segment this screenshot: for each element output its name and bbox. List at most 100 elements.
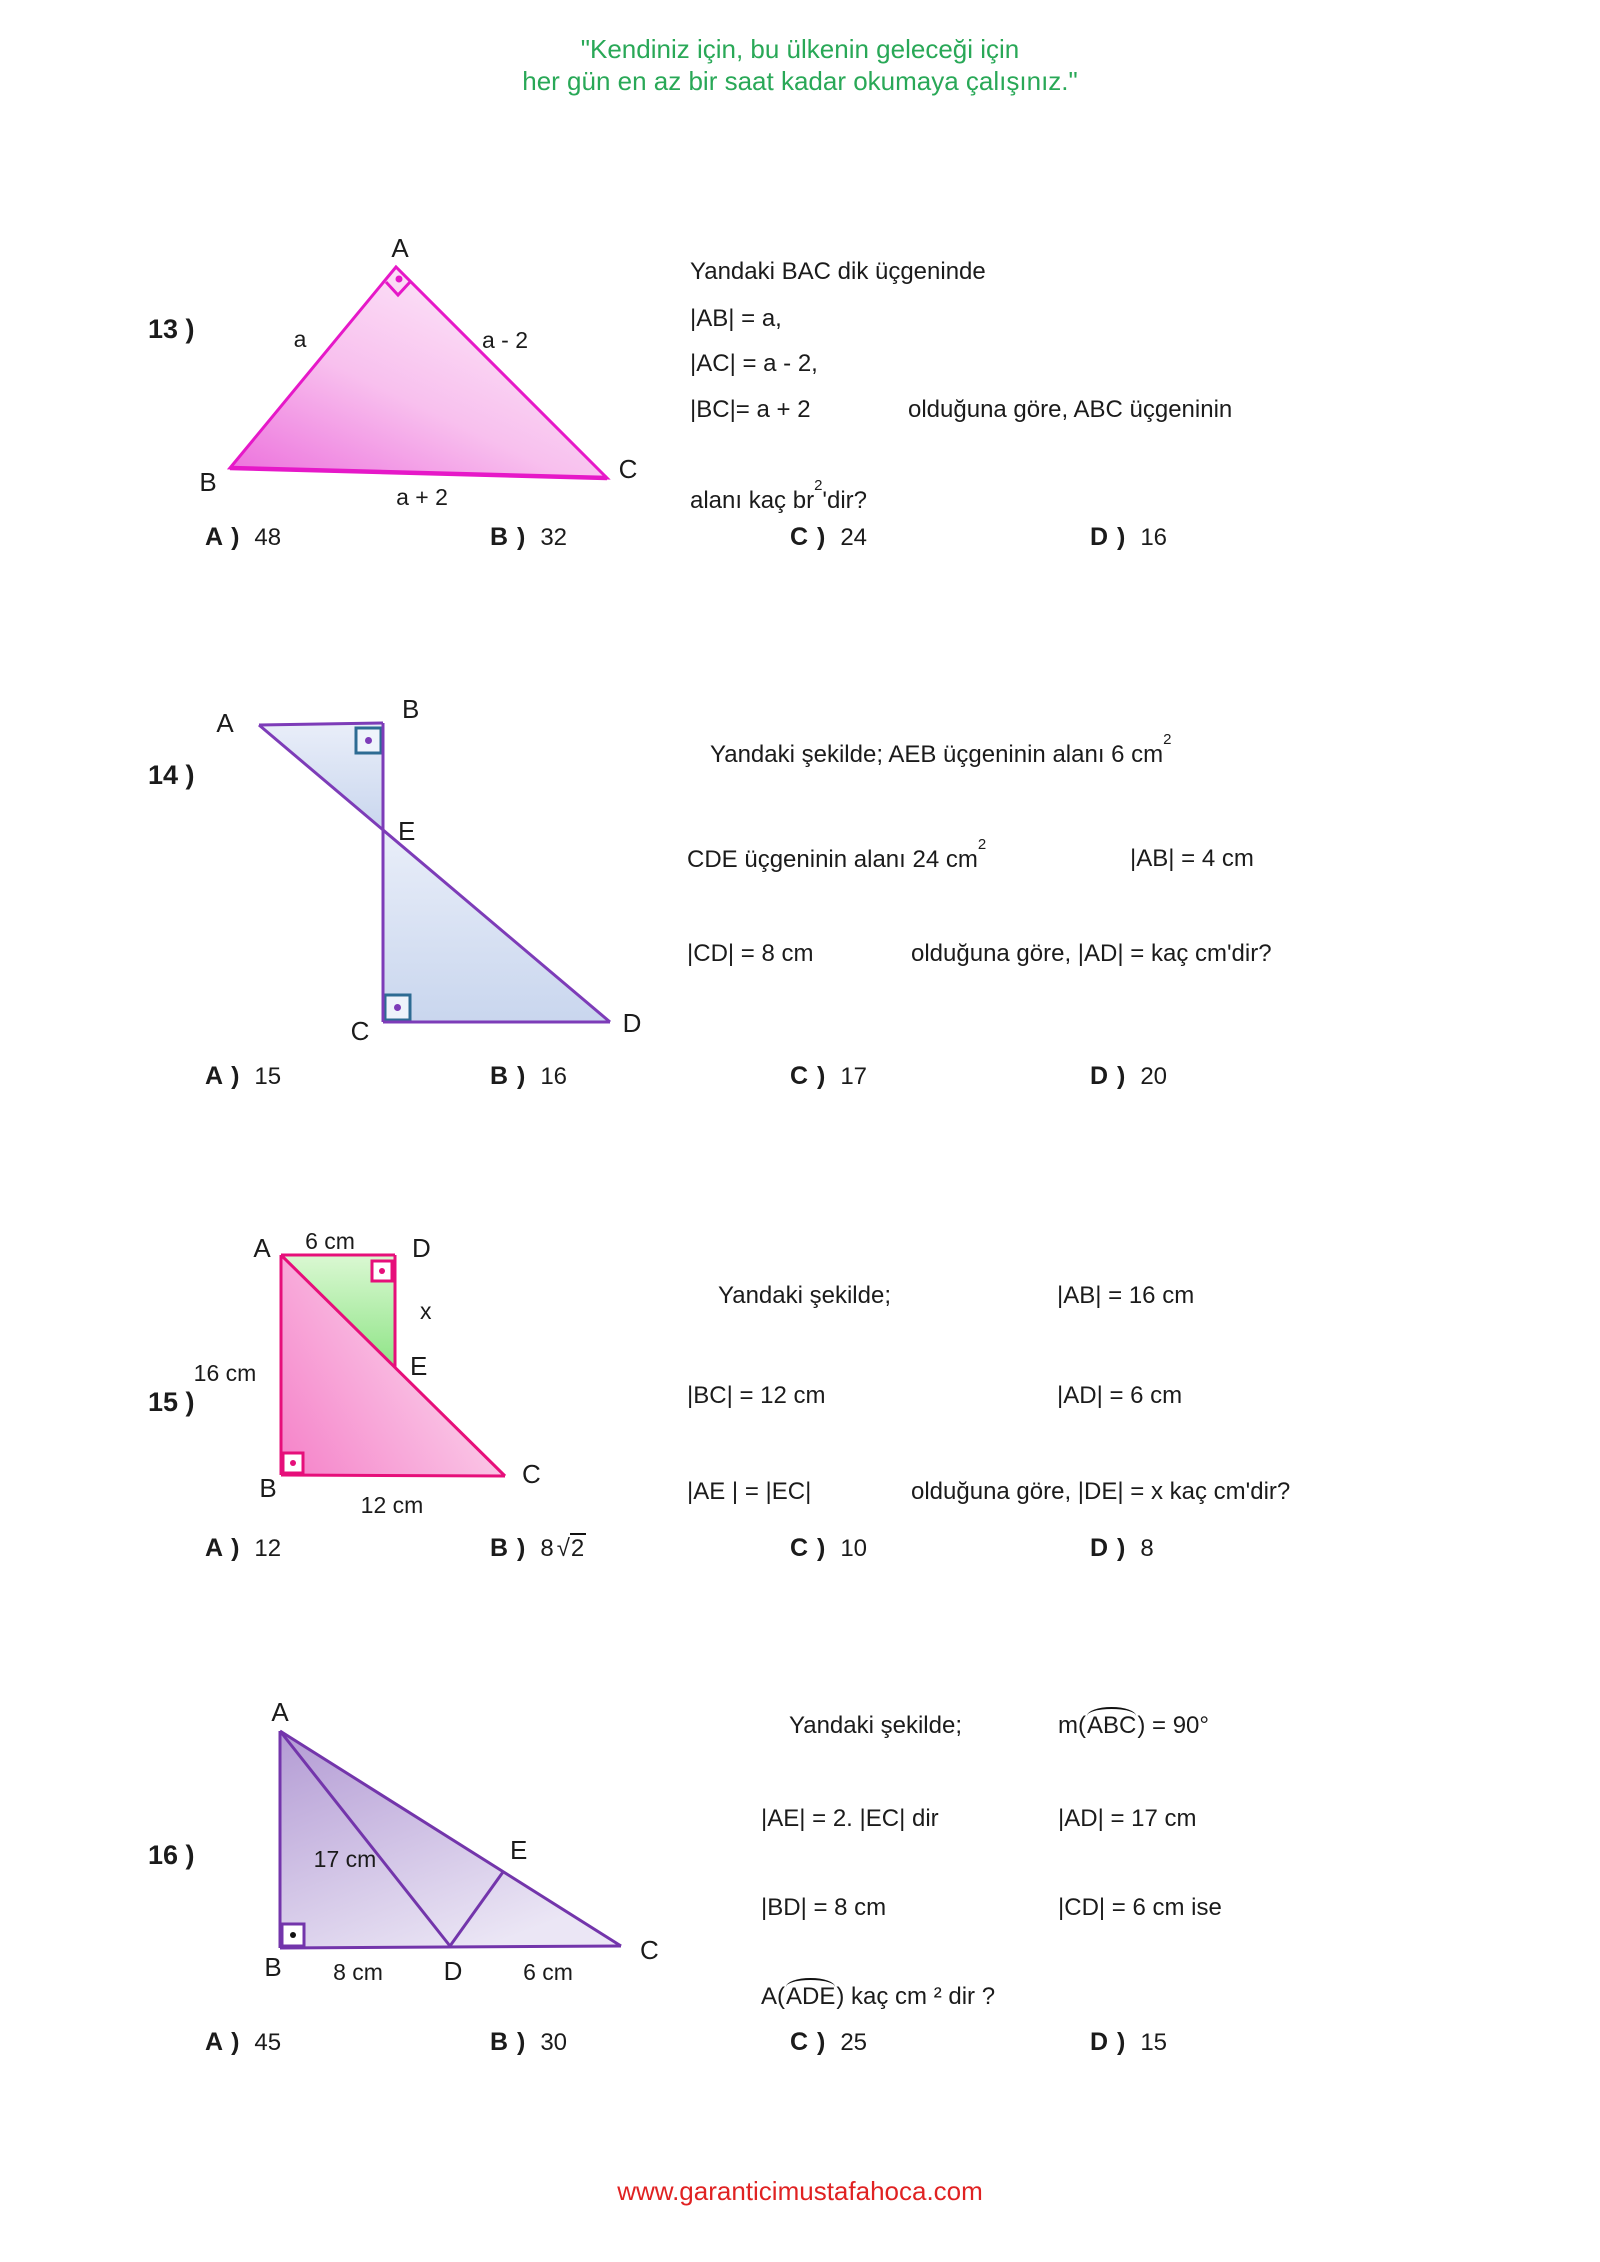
header-quote: "Kendiniz için, bu ülkenin geleceği için…	[0, 33, 1600, 97]
vertex-label-c: C	[640, 1935, 659, 1965]
q13-answer-a: A ) 48	[205, 523, 282, 551]
q16-answer-c: C ) 25	[790, 2028, 868, 2056]
q13-text-line4b: olduğuna göre, ABC üçgeninin	[908, 396, 1233, 423]
q14-answer-d: D ) 20	[1090, 1062, 1168, 1090]
q14-answer-a: A ) 15	[205, 1062, 282, 1090]
q14-text-line3b: olduğuna göre, |AD| = kaç cm'dir?	[911, 940, 1272, 967]
q16-answer-d: D ) 15	[1090, 2028, 1168, 2056]
q16-text-line3b: |CD| = 6 cm ise	[1058, 1894, 1222, 1921]
question-15-number: 15 )	[148, 1387, 195, 1417]
q15-text-line2b: |AD| = 6 cm	[1057, 1382, 1183, 1409]
vertex-label-e: E	[510, 1835, 527, 1865]
vertex-label-d: D	[444, 1956, 463, 1986]
superscript: 2	[977, 836, 987, 853]
side-label-bd: 8 cm	[333, 1959, 383, 1985]
right-angle-dot-icon	[379, 1268, 385, 1274]
question-14-figure: A B E C D	[216, 694, 642, 1046]
vertex-label-a: A	[253, 1233, 271, 1263]
question-15-figure: A 6 cm D x E 16 cm B C 12 cm	[194, 1228, 541, 1518]
segment-ad	[278, 1730, 452, 1947]
segment-ad	[258, 723, 611, 1024]
question-16-number: 16 )	[148, 1840, 195, 1870]
vertex-label-e: E	[410, 1351, 427, 1381]
question-14-number: 14 )	[148, 760, 195, 790]
q16-text-line2b: |AD| = 17 cm	[1058, 1805, 1197, 1832]
superscript: 2	[814, 477, 823, 494]
q16-answer-b: B ) 30	[490, 2028, 568, 2056]
q15-text-line3a: |AE | = |EC|	[687, 1478, 812, 1505]
vertex-label-a: A	[271, 1697, 289, 1727]
q13-text-line5: alanı kaç br2'dir?	[690, 477, 868, 515]
q16-text-line2a: |AE| = 2. |EC| dir	[761, 1805, 939, 1832]
q16-text-line1b: m(ABC) = 90°	[1058, 1707, 1209, 1739]
side-label-ab: a	[294, 326, 307, 352]
angle-hat: ADE	[786, 1978, 836, 2010]
triangle-bac	[226, 264, 611, 480]
vertex-label-c: C	[351, 1016, 370, 1046]
footer-url: www.garanticimustafahoca.com	[617, 2176, 983, 2206]
header-quote-line2: her gün en az bir saat kadar okumaya çal…	[522, 66, 1078, 96]
segment-ac	[279, 1253, 507, 1478]
q13-text-line1: Yandaki BAC dik üçgeninde	[690, 258, 986, 285]
q14-text-line2b: |AB| = 4 cm	[1130, 845, 1254, 872]
q15-text-line1b: |AB| = 16 cm	[1057, 1282, 1195, 1309]
side-label-de: x	[420, 1298, 432, 1324]
side-label-ab: 16 cm	[194, 1360, 257, 1386]
q16-text-line1a: Yandaki şekilde;	[789, 1712, 962, 1739]
right-angle-dot-icon	[290, 1460, 296, 1466]
segment-de	[448, 1871, 505, 1947]
right-angle-dot-icon	[290, 1932, 296, 1938]
vertex-label-a: A	[216, 708, 234, 738]
triangle-bac-base	[229, 465, 608, 481]
vertex-label-b: B	[264, 1952, 281, 1982]
right-angle-dot-icon	[365, 737, 372, 744]
vertex-label-b: B	[199, 467, 216, 497]
q14-text-line3a: |CD| = 8 cm	[687, 940, 814, 967]
side-label-bc: a + 2	[396, 484, 448, 510]
vertex-label-d: D	[623, 1008, 642, 1038]
right-angle-dot-icon	[394, 1004, 401, 1011]
q15-text-line3b: olduğuna göre, |DE| = x kaç cm'dir?	[911, 1478, 1291, 1505]
vertex-label-c: C	[619, 454, 638, 484]
q14-text-line2a: CDE üçgeninin alanı 24 cm2	[687, 836, 987, 873]
vertex-label-c: C	[522, 1459, 541, 1489]
q13-text-line3: |AC| = a - 2,	[690, 350, 818, 377]
question-13-number: 13 )	[148, 314, 195, 344]
right-angle-dot-icon	[395, 275, 403, 283]
q15-text-line1a: Yandaki şekilde;	[718, 1282, 891, 1309]
sqrt-icon: √	[556, 1535, 570, 1562]
question-13-figure: A B C a a - 2 a + 2	[199, 235, 638, 510]
vertex-label-a: A	[391, 235, 409, 263]
segment-ac	[279, 1729, 622, 1948]
q13-answer-d: D ) 16	[1090, 523, 1168, 551]
q13-text-line2: |AB| = a,	[690, 305, 782, 332]
q16-text-line4: A(ADE) kaç cm ² dir ?	[761, 1978, 996, 2010]
q14-answer-c: C ) 17	[790, 1062, 868, 1090]
q15-answer-b: B ) 8 √2	[490, 1533, 587, 1562]
q15-text-line2a: |BC| = 12 cm	[687, 1382, 826, 1409]
side-label-ac: a - 2	[482, 327, 528, 353]
cevian-label-ad: 17 cm	[314, 1846, 377, 1872]
superscript: 2	[1163, 731, 1172, 748]
vertex-label-e: E	[398, 816, 415, 846]
q16-answer-a: A ) 45	[205, 2028, 282, 2056]
q14-answer-b: B ) 16	[490, 1062, 568, 1090]
question-16-figure: A B C D E 17 cm 8 cm 6 cm	[264, 1697, 659, 1986]
segment-ab	[258, 721, 384, 727]
right-angle-icon	[384, 280, 412, 298]
q15-answer-c: C ) 10	[790, 1534, 868, 1562]
q13-answer-b: B ) 32	[490, 523, 568, 551]
side-label-ad: 6 cm	[305, 1228, 355, 1254]
q13-line5-text: alanı kaç br	[690, 487, 815, 514]
q13-answer-c: C ) 24	[790, 523, 868, 551]
q15-answer-d: D ) 8	[1090, 1534, 1154, 1562]
q14-text-line1: Yandaki şekilde; AEB üçgeninin alanı 6 c…	[710, 731, 1172, 768]
q13-text-line4a: |BC|= a + 2	[690, 396, 811, 423]
q13-line5-end: 'dir?	[822, 487, 868, 514]
q16-text-line3a: |BD| = 8 cm	[761, 1894, 887, 1921]
side-label-dc: 6 cm	[523, 1959, 573, 1985]
header-quote-line1: "Kendiniz için, bu ülkenin geleceği için	[580, 34, 1020, 64]
vertex-label-d: D	[412, 1233, 431, 1263]
angle-hat: ABC	[1086, 1707, 1137, 1739]
